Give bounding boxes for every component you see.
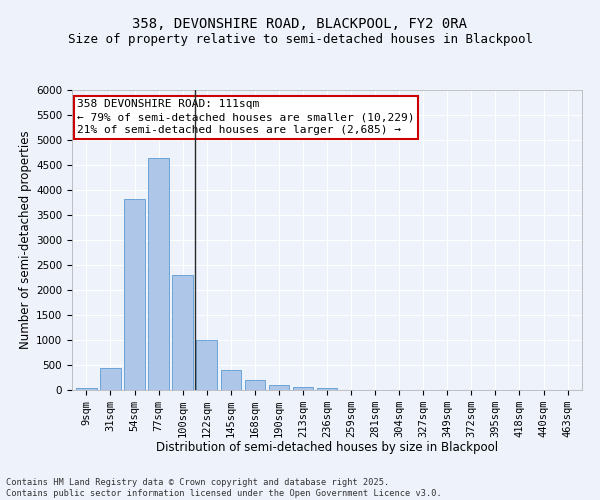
X-axis label: Distribution of semi-detached houses by size in Blackpool: Distribution of semi-detached houses by … <box>156 442 498 454</box>
Text: 358 DEVONSHIRE ROAD: 111sqm
← 79% of semi-detached houses are smaller (10,229)
2: 358 DEVONSHIRE ROAD: 111sqm ← 79% of sem… <box>77 99 415 136</box>
Text: Contains HM Land Registry data © Crown copyright and database right 2025.
Contai: Contains HM Land Registry data © Crown c… <box>6 478 442 498</box>
Bar <box>317 388 337 390</box>
Bar <box>245 380 265 390</box>
Bar <box>76 388 97 390</box>
Bar <box>148 158 169 390</box>
Bar <box>100 368 121 390</box>
Bar <box>221 370 241 390</box>
Bar <box>269 385 289 390</box>
Text: Size of property relative to semi-detached houses in Blackpool: Size of property relative to semi-detach… <box>67 32 533 46</box>
Text: 358, DEVONSHIRE ROAD, BLACKPOOL, FY2 0RA: 358, DEVONSHIRE ROAD, BLACKPOOL, FY2 0RA <box>133 18 467 32</box>
Bar <box>293 386 313 390</box>
Bar <box>196 340 217 390</box>
Bar <box>172 275 193 390</box>
Y-axis label: Number of semi-detached properties: Number of semi-detached properties <box>19 130 32 350</box>
Bar <box>124 199 145 390</box>
